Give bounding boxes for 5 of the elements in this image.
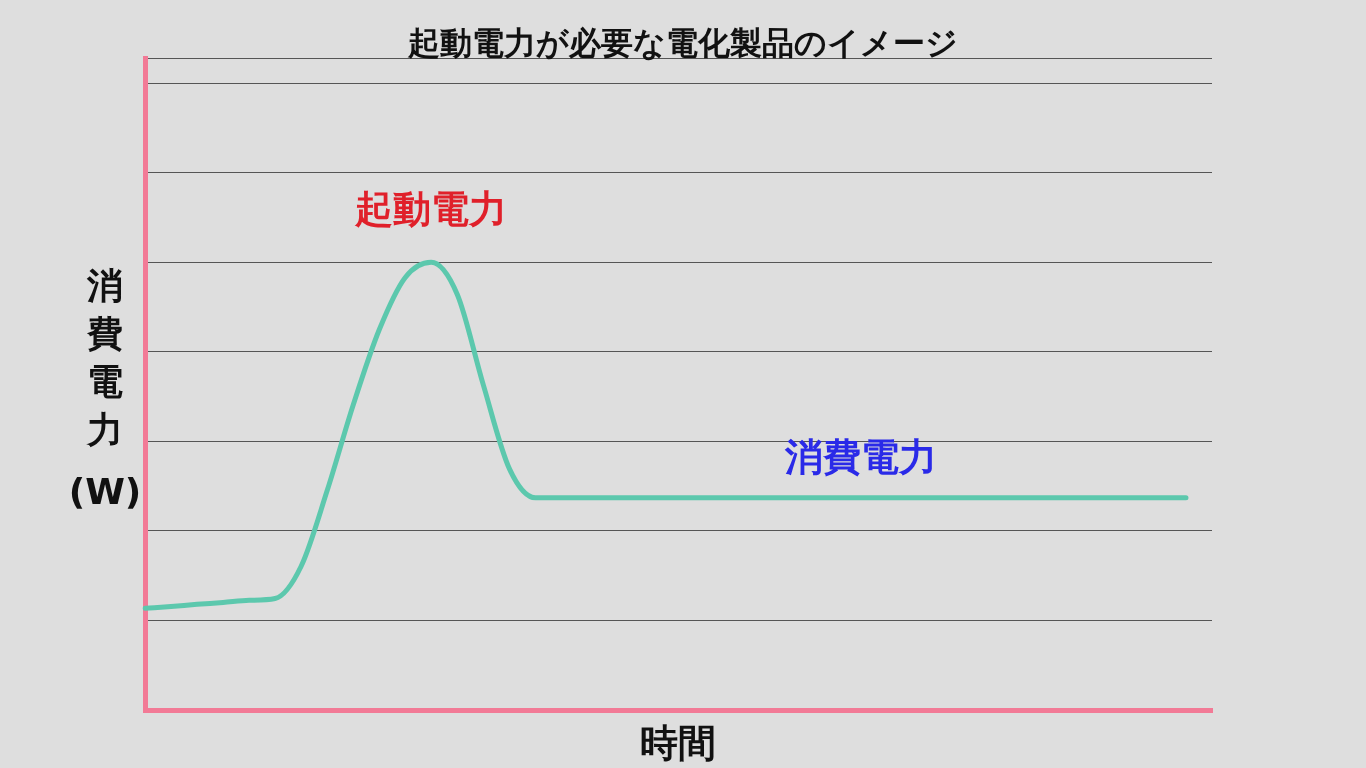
annotation: 消費電力 — [783, 434, 937, 479]
text: 起動電力 — [354, 187, 508, 232]
y-axis-title: 消費電力(W) — [67, 264, 143, 514]
x-axis-title: 時間 — [640, 721, 716, 765]
chart-title: 起動電力が必要な電化製品のイメージ — [407, 23, 959, 64]
